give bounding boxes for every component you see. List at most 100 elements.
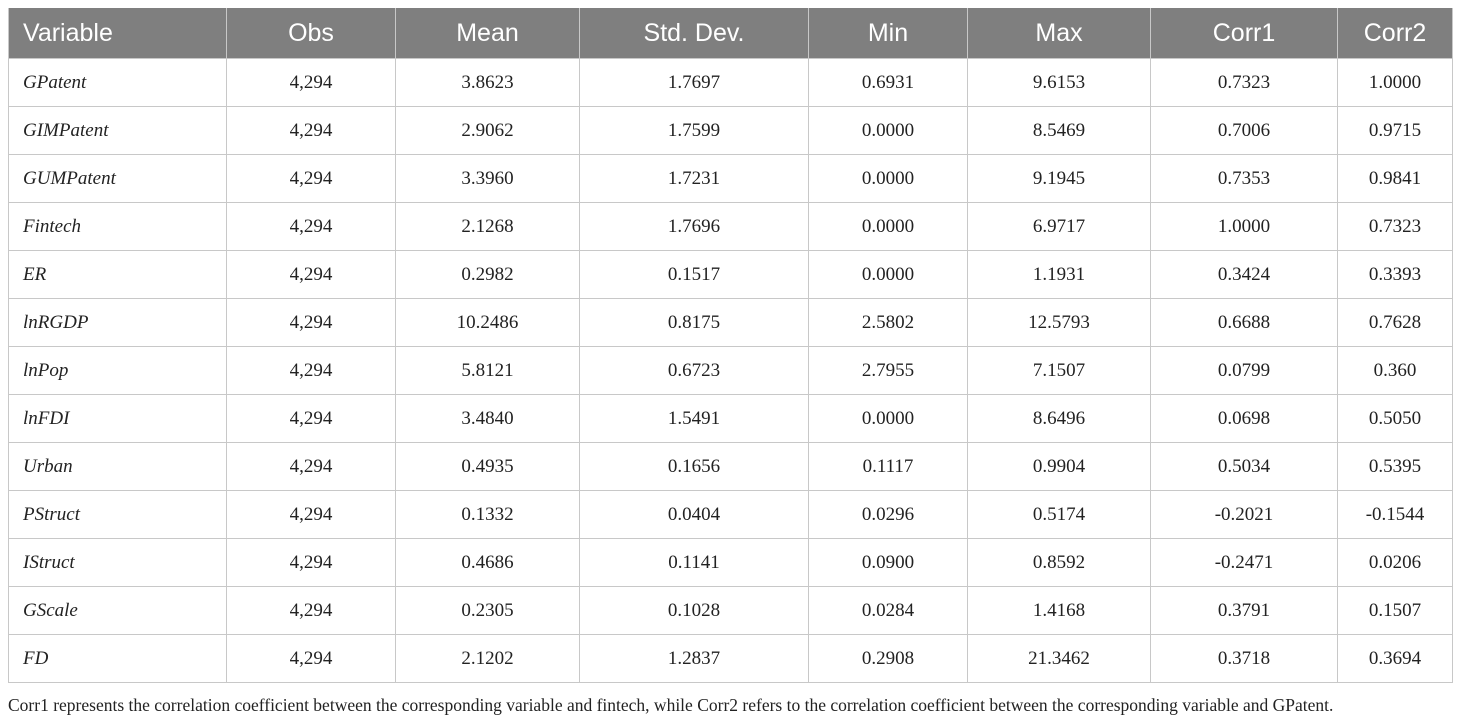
cell-obs: 4,294 [226, 538, 396, 587]
cell-obs: 4,294 [226, 298, 396, 347]
cell-obs: 4,294 [226, 58, 396, 107]
cell-mean: 3.3960 [395, 154, 580, 203]
table-row: FD 4,294 2.1202 1.2837 0.2908 21.3462 0.3718 0.… [8, 634, 1453, 683]
cell-max: 0.8592 [967, 538, 1151, 587]
cell-variable: IStruct [8, 538, 227, 587]
header-max: Max [967, 8, 1151, 59]
cell-min: 0.1117 [808, 442, 968, 491]
cell-max: 12.5793 [967, 298, 1151, 347]
cell-std-dev: 0.1656 [579, 442, 809, 491]
cell-corr1: 1.0000 [1150, 202, 1338, 251]
table-row: lnPop 4,294 5.8121 0.6723 2.7955 7.1507 0.0799… [8, 346, 1453, 395]
cell-obs: 4,294 [226, 394, 396, 443]
table-row: GPatent 4,294 3.8623 1.7697 0.6931 9.6153 0.73… [8, 58, 1453, 107]
cell-mean: 0.4686 [395, 538, 580, 587]
cell-std-dev: 1.5491 [579, 394, 809, 443]
cell-std-dev: 1.7696 [579, 202, 809, 251]
table-row: ER 4,294 0.2982 0.1517 0.0000 1.1931 0.3424 0.3… [8, 250, 1453, 299]
table-row: lnRGDP 4,294 10.2486 0.8175 2.5802 12.5793 0.6… [8, 298, 1453, 347]
cell-variable: GIMPatent [8, 106, 227, 155]
cell-std-dev: 0.1028 [579, 586, 809, 635]
table-row: GIMPatent 4,294 2.9062 1.7599 0.0000 8.5469 0.… [8, 106, 1453, 155]
cell-min: 0.6931 [808, 58, 968, 107]
cell-std-dev: 1.2837 [579, 634, 809, 683]
cell-obs: 4,294 [226, 250, 396, 299]
header-std-dev: Std. Dev. [579, 8, 809, 59]
cell-obs: 4,294 [226, 346, 396, 395]
cell-corr2: 0.7323 [1337, 202, 1453, 251]
cell-std-dev: 0.0404 [579, 490, 809, 539]
table-row: GUMPatent 4,294 3.3960 1.7231 0.0000 9.1945 0.… [8, 154, 1453, 203]
cell-variable: Urban [8, 442, 227, 491]
cell-max: 0.5174 [967, 490, 1151, 539]
cell-obs: 4,294 [226, 106, 396, 155]
cell-min: 2.5802 [808, 298, 968, 347]
cell-variable: GUMPatent [8, 154, 227, 203]
cell-max: 7.1507 [967, 346, 1151, 395]
cell-obs: 4,294 [226, 586, 396, 635]
header-mean: Mean [395, 8, 580, 59]
cell-std-dev: 0.8175 [579, 298, 809, 347]
cell-min: 0.0000 [808, 202, 968, 251]
cell-mean: 2.9062 [395, 106, 580, 155]
cell-mean: 2.1202 [395, 634, 580, 683]
cell-min: 0.0900 [808, 538, 968, 587]
table-footnote: Corr1 represents the correlation coeffic… [8, 695, 1334, 715]
cell-mean: 0.4935 [395, 442, 580, 491]
cell-corr2: 0.0206 [1337, 538, 1453, 587]
cell-obs: 4,294 [226, 634, 396, 683]
cell-max: 1.4168 [967, 586, 1151, 635]
table-row: lnFDI 4,294 3.4840 1.5491 0.0000 8.6496 0.0698… [8, 394, 1453, 443]
cell-obs: 4,294 [226, 154, 396, 203]
cell-corr2: 0.7628 [1337, 298, 1453, 347]
cell-mean: 3.8623 [395, 58, 580, 107]
cell-mean: 10.2486 [395, 298, 580, 347]
cell-mean: 3.4840 [395, 394, 580, 443]
cell-corr1: 0.3791 [1150, 586, 1338, 635]
cell-variable: GScale [8, 586, 227, 635]
cell-corr2: 0.3694 [1337, 634, 1453, 683]
cell-variable: lnFDI [8, 394, 227, 443]
cell-corr1: 0.7353 [1150, 154, 1338, 203]
cell-corr2: 0.5050 [1337, 394, 1453, 443]
cell-mean: 0.2982 [395, 250, 580, 299]
cell-std-dev: 0.1517 [579, 250, 809, 299]
cell-max: 9.1945 [967, 154, 1151, 203]
cell-corr2: 0.9841 [1337, 154, 1453, 203]
table-row: PStruct 4,294 0.1332 0.0404 0.0296 0.5174 -0.2… [8, 490, 1453, 539]
table-row: GScale 4,294 0.2305 0.1028 0.0284 1.4168 0.379… [8, 586, 1453, 635]
cell-std-dev: 1.7599 [579, 106, 809, 155]
table-row: IStruct 4,294 0.4686 0.1141 0.0900 0.8592 -0.2… [8, 538, 1453, 587]
table-header-row: Variable Obs Mean Std. Dev. Min Max Corr… [8, 8, 1453, 59]
header-obs: Obs [226, 8, 396, 59]
table-row: Urban 4,294 0.4935 0.1656 0.1117 0.9904 0.5034… [8, 442, 1453, 491]
table-body: GPatent 4,294 3.8623 1.7697 0.6931 9.6153 0.73… [8, 58, 1453, 683]
header-min: Min [808, 8, 968, 59]
cell-corr2: 0.3393 [1337, 250, 1453, 299]
cell-mean: 0.1332 [395, 490, 580, 539]
cell-variable: Fintech [8, 202, 227, 251]
cell-min: 0.0284 [808, 586, 968, 635]
cell-min: 0.0000 [808, 394, 968, 443]
cell-corr2: 0.1507 [1337, 586, 1453, 635]
descriptive-statistics-table: Variable Obs Mean Std. Dev. Min Max Corr… [8, 8, 1453, 683]
cell-mean: 0.2305 [395, 586, 580, 635]
cell-corr1: 0.0698 [1150, 394, 1338, 443]
cell-variable: ER [8, 250, 227, 299]
cell-variable: FD [8, 634, 227, 683]
cell-min: 0.2908 [808, 634, 968, 683]
cell-std-dev: 1.7697 [579, 58, 809, 107]
cell-variable: lnPop [8, 346, 227, 395]
cell-max: 9.6153 [967, 58, 1151, 107]
header-corr1: Corr1 [1150, 8, 1338, 59]
cell-corr2: 0.9715 [1337, 106, 1453, 155]
cell-corr1: 0.3424 [1150, 250, 1338, 299]
cell-std-dev: 1.7231 [579, 154, 809, 203]
cell-corr1: 0.6688 [1150, 298, 1338, 347]
cell-min: 0.0000 [808, 250, 968, 299]
cell-obs: 4,294 [226, 442, 396, 491]
cell-std-dev: 0.6723 [579, 346, 809, 395]
cell-corr1: 0.0799 [1150, 346, 1338, 395]
cell-max: 0.9904 [967, 442, 1151, 491]
cell-corr1: 0.5034 [1150, 442, 1338, 491]
